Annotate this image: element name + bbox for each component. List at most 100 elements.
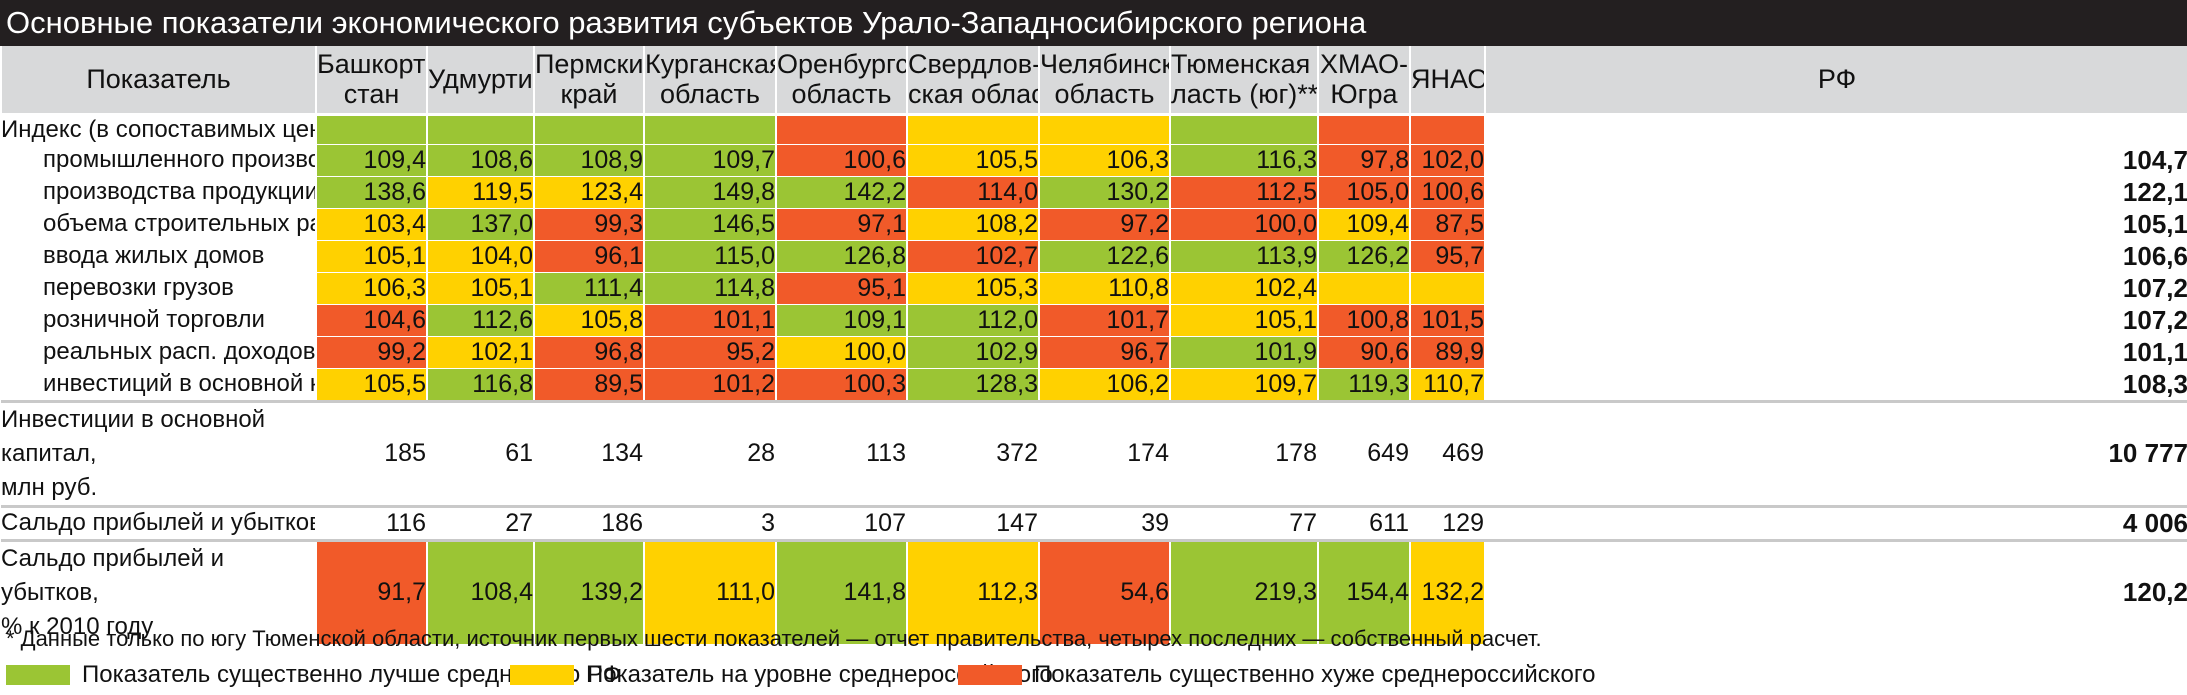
color-cell <box>775 114 907 145</box>
value-cell: 141,8 <box>775 540 907 644</box>
value-cell: 113,9 <box>1169 240 1318 273</box>
row-label: производства продукции с/х <box>1 176 316 209</box>
table-row: объема строительных работ103,4137,099,31… <box>1 208 2187 241</box>
index-header-row: Индекс (в сопоставимых ценах) <box>1 114 2187 145</box>
value-cell: 649 <box>1317 401 1410 508</box>
column-header: Показатель <box>0 46 316 116</box>
value-cell: 134 <box>533 401 644 508</box>
column-header-line1: Удмуртия <box>428 64 534 95</box>
value-cell: 102,9 <box>906 336 1039 369</box>
value-cell: 96,7 <box>1038 336 1170 369</box>
row-label-line2: % к 2010 году <box>1 612 154 640</box>
value-cell: 106,2 <box>1038 368 1170 403</box>
rf-cell <box>1484 114 2187 145</box>
row-label: Индекс (в сопоставимых ценах) <box>1 114 316 145</box>
legend-swatch-green <box>6 665 70 685</box>
value-cell: 106,3 <box>315 272 427 305</box>
rf-value: 101,1 <box>1484 336 2187 369</box>
value-cell: 111,4 <box>533 272 644 305</box>
column-header: ЯНАО <box>1409 46 1485 116</box>
rf-value: 106,6 <box>1484 240 2187 273</box>
value-cell: 112,6 <box>426 304 534 337</box>
value-cell: 102,1 <box>426 336 534 369</box>
value-cell: 105,5 <box>315 368 427 403</box>
row-label-line2: млн руб. <box>1 473 98 501</box>
value-cell: 54,6 <box>1038 540 1170 644</box>
table-row: инвестиций в основной капитал105,5116,88… <box>1 368 2187 403</box>
value-cell: 154,4 <box>1317 540 1410 644</box>
column-header: Удмуртия <box>426 46 534 116</box>
value-cell: 116,8 <box>426 368 534 403</box>
row-label-line1: Сальдо прибылей и убытков, <box>1 544 225 606</box>
value-cell: 96,1 <box>533 240 644 273</box>
value-cell: 101,5 <box>1409 304 1485 337</box>
value-cell: 104,0 <box>426 240 534 273</box>
value-cell: 149,8 <box>643 176 776 209</box>
column-header-line2: область <box>791 79 892 110</box>
value-cell: 130,2 <box>1038 176 1170 209</box>
color-cell <box>1317 114 1410 145</box>
value-cell: 106,3 <box>1038 144 1170 177</box>
value-cell: 95,2 <box>643 336 776 369</box>
value-cell: 100,8 <box>1317 304 1410 337</box>
legend-swatch-yellow <box>510 665 574 685</box>
rf-value: 10 777 <box>1484 401 2187 508</box>
value-cell: 122,6 <box>1038 240 1170 273</box>
value-cell: 109,7 <box>643 144 776 177</box>
value-cell: 146,5 <box>643 208 776 241</box>
column-header-line2: ласть (юг)** <box>1171 79 1318 110</box>
value-cell: 137,0 <box>426 208 534 241</box>
value-cell: 102,7 <box>906 240 1039 273</box>
value-cell: 109,1 <box>775 304 907 337</box>
table-row: перевозки грузов 106,3 105,1 111,4 114,8 95,1… <box>1 272 2187 305</box>
value-cell: 219,3 <box>1169 540 1318 644</box>
column-header-line2: край <box>560 79 618 110</box>
value-cell: 112,5 <box>1169 176 1318 209</box>
column-header: Оренбургскаяобласть <box>775 46 907 116</box>
row-label: Сальдо прибылей и убытков, млн руб. <box>1 506 316 542</box>
value-cell: 113 <box>775 401 907 508</box>
value-cell: 102,0 <box>1409 144 1485 177</box>
rf-value: 107,2 <box>1484 272 2187 305</box>
profit-row: Сальдо прибылей и убытков, млн руб.11627… <box>1 506 2187 542</box>
value-cell: 99,2 <box>315 336 427 369</box>
color-cell <box>906 114 1039 145</box>
value-cell: 91,7 <box>315 540 427 644</box>
investments-row: Инвестиции в основной капитал, млн руб. 18… <box>1 401 2187 508</box>
color-cell <box>643 114 776 145</box>
rf-value: 104,7 <box>1484 144 2187 177</box>
column-header-line2: область <box>1054 79 1155 110</box>
row-label: инвестиций в основной капитал <box>1 368 316 403</box>
value-cell: 142,2 <box>775 176 907 209</box>
row-label: реальных расп. доходов населения <box>1 336 316 369</box>
value-cell: 102,4 <box>1169 272 1318 305</box>
color-cell <box>1409 114 1485 145</box>
value-cell: 3 <box>643 506 776 542</box>
value-cell <box>1317 272 1410 305</box>
footnote: * Данные только по югу Тюменской области… <box>6 626 1542 651</box>
column-header-line1: Показатель <box>86 64 231 95</box>
value-cell: 101,9 <box>1169 336 1318 369</box>
value-cell: 186 <box>533 506 644 542</box>
value-cell: 105,1 <box>426 272 534 305</box>
column-header-line1: Свердлов- <box>908 49 1039 80</box>
row-label: розничной торговли <box>1 304 316 337</box>
color-cell <box>315 114 427 145</box>
rf-value: 122,1 <box>1484 176 2187 209</box>
value-cell: 126,2 <box>1317 240 1410 273</box>
value-cell: 100,3 <box>775 368 907 403</box>
value-cell: 108,2 <box>906 208 1039 241</box>
value-cell: 123,4 <box>533 176 644 209</box>
legend-item-worse: Показатель существенно хуже среднероссий… <box>958 661 1595 689</box>
column-header: ХМАО- Югра <box>1317 46 1410 116</box>
value-cell: 95,1 <box>775 272 907 305</box>
column-header: Свердлов-ская область <box>906 46 1039 116</box>
color-cell <box>533 114 644 145</box>
value-cell: 95,7 <box>1409 240 1485 273</box>
value-cell: 139,2 <box>533 540 644 644</box>
legend-swatch-red <box>958 665 1022 685</box>
value-cell: 109,4 <box>1317 208 1410 241</box>
row-label: ввода жилых домов <box>1 240 316 273</box>
value-cell: 372 <box>906 401 1039 508</box>
value-cell: 132,2 <box>1409 540 1485 644</box>
